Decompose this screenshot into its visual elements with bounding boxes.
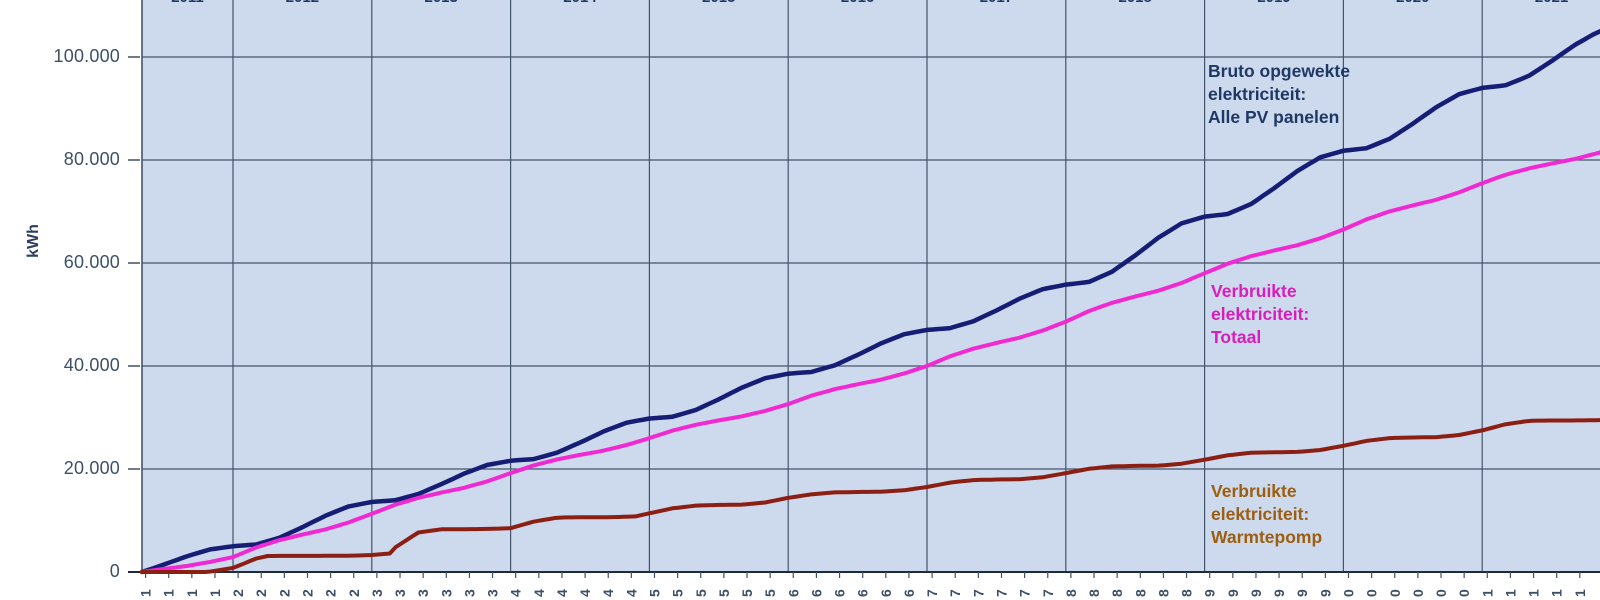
x-tick-label: 1 [138, 589, 154, 597]
x-tick-label: 3 [438, 589, 454, 597]
x-tick-label: 6 [832, 589, 848, 597]
x-tick-label: 3 [485, 589, 501, 597]
x-tick-label: 6 [901, 589, 917, 597]
year-label: 2017 [980, 0, 1013, 6]
series-label-totaal: Verbruikte elektriciteit: Totaal [1211, 280, 1309, 349]
x-tick-label: 1 [1526, 589, 1542, 597]
x-tick-label: 4 [531, 589, 547, 597]
x-tick-label: 3 [369, 589, 385, 597]
y-tick-label: 100.000 [53, 46, 120, 66]
x-tick-label: 6 [785, 589, 801, 597]
x-tick-label: 2 [346, 589, 362, 597]
series-line-totaal [139, 150, 1600, 574]
x-tick-label: 1 [1572, 589, 1588, 597]
year-label: 2021 [1535, 0, 1568, 6]
x-tick-label: 5 [762, 589, 778, 597]
series-line-pv [139, 29, 1600, 575]
x-tick-label: 8 [1063, 589, 1079, 597]
series-label-line: Verbruikte [1211, 281, 1297, 301]
x-tick-label: 9 [1248, 589, 1264, 597]
x-tick-label: 0 [1340, 589, 1356, 597]
series-label-pv: Bruto opgewekte elektriciteit: Alle PV p… [1208, 60, 1350, 129]
series-line-warmtepomp [139, 418, 1600, 574]
series-label-line: elektriciteit: [1211, 504, 1310, 524]
x-tick-label: 8 [1155, 589, 1171, 597]
x-tick-label: 9 [1317, 589, 1333, 597]
x-tick-label: 8 [1086, 589, 1102, 597]
x-tick-label: 3 [392, 589, 408, 597]
x-tick-label: 7 [1017, 589, 1033, 597]
year-label: 2012 [286, 0, 319, 6]
x-tick-label: 0 [1433, 589, 1449, 597]
series-label-line: Warmtepomp [1211, 527, 1323, 547]
x-tick-label: 5 [646, 589, 662, 597]
x-tick-label: 0 [1456, 589, 1472, 597]
series-label-line: elektriciteit: [1211, 304, 1310, 324]
x-tick-label: 1 [161, 589, 177, 597]
x-tick-label: 5 [670, 589, 686, 597]
x-tick-label: 3 [415, 589, 431, 597]
series-label-warmtepomp: Verbruikte elektriciteit: Warmtepomp [1211, 480, 1322, 549]
x-tick-label: 3 [461, 589, 477, 597]
x-tick-label: 6 [808, 589, 824, 597]
x-tick-label: 1 [184, 589, 200, 597]
series-label-line: Totaal [1211, 327, 1262, 347]
y-tick-label: 20.000 [63, 458, 120, 478]
x-tick-label: 1 [1479, 589, 1495, 597]
x-tick-label: 2 [253, 589, 269, 597]
x-tick-label: 8 [1132, 589, 1148, 597]
x-tick-label: 4 [623, 589, 639, 597]
x-tick-label: 4 [508, 589, 524, 597]
x-tick-label: 0 [1410, 589, 1426, 597]
y-tick-label: 40.000 [63, 355, 120, 375]
x-tick-label: 4 [577, 589, 593, 597]
x-tick-label: 0 [1387, 589, 1403, 597]
year-label: 2013 [425, 0, 458, 6]
x-tick-label: 7 [947, 589, 963, 597]
x-tick-label: 8 [1179, 589, 1195, 597]
x-tick-label: 2 [276, 589, 292, 597]
x-tick-label: 9 [1271, 589, 1287, 597]
x-tick-label: 2 [323, 589, 339, 597]
x-tick-label: 2 [299, 589, 315, 597]
x-tick-label: 1 [1549, 589, 1565, 597]
x-tick-label: 7 [993, 589, 1009, 597]
year-label: 2016 [841, 0, 874, 6]
y-tick-label: 0 [109, 561, 120, 581]
x-tick-label: 7 [924, 589, 940, 597]
x-tick-label: 7 [1040, 589, 1056, 597]
x-tick-label: 6 [878, 589, 894, 597]
x-tick-label: 0 [1364, 589, 1380, 597]
series-label-line: Alle PV panelen [1208, 107, 1340, 127]
year-label: 2011 [171, 0, 204, 6]
year-label: 2015 [702, 0, 735, 6]
x-tick-label: 2 [230, 589, 246, 597]
x-tick-label: 9 [1202, 589, 1218, 597]
y-tick-label: 60.000 [63, 252, 120, 272]
x-tick-label: 6 [855, 589, 871, 597]
year-label: 2020 [1396, 0, 1429, 6]
series-label-line: elektriciteit: [1208, 84, 1307, 104]
x-tick-label: 8 [1109, 589, 1125, 597]
year-label: 2019 [1257, 0, 1290, 6]
x-tick-label: 9 [1294, 589, 1310, 597]
x-tick-label: 4 [554, 589, 570, 597]
x-tick-label: 5 [739, 589, 755, 597]
y-tick-label: 80.000 [63, 149, 120, 169]
series-label-line: Verbruikte [1211, 481, 1297, 501]
year-label: 2018 [1119, 0, 1152, 6]
x-tick-label: 1 [207, 589, 223, 597]
x-tick-label: 7 [970, 589, 986, 597]
plot-background [142, 0, 1600, 572]
year-label: 2014 [563, 0, 597, 6]
x-tick-label: 9 [1225, 589, 1241, 597]
x-tick-label: 1 [1502, 589, 1518, 597]
x-tick-label: 4 [600, 589, 616, 597]
x-tick-label: 5 [716, 589, 732, 597]
x-tick-label: 5 [693, 589, 709, 597]
series-label-line: Bruto opgewekte [1208, 61, 1350, 81]
